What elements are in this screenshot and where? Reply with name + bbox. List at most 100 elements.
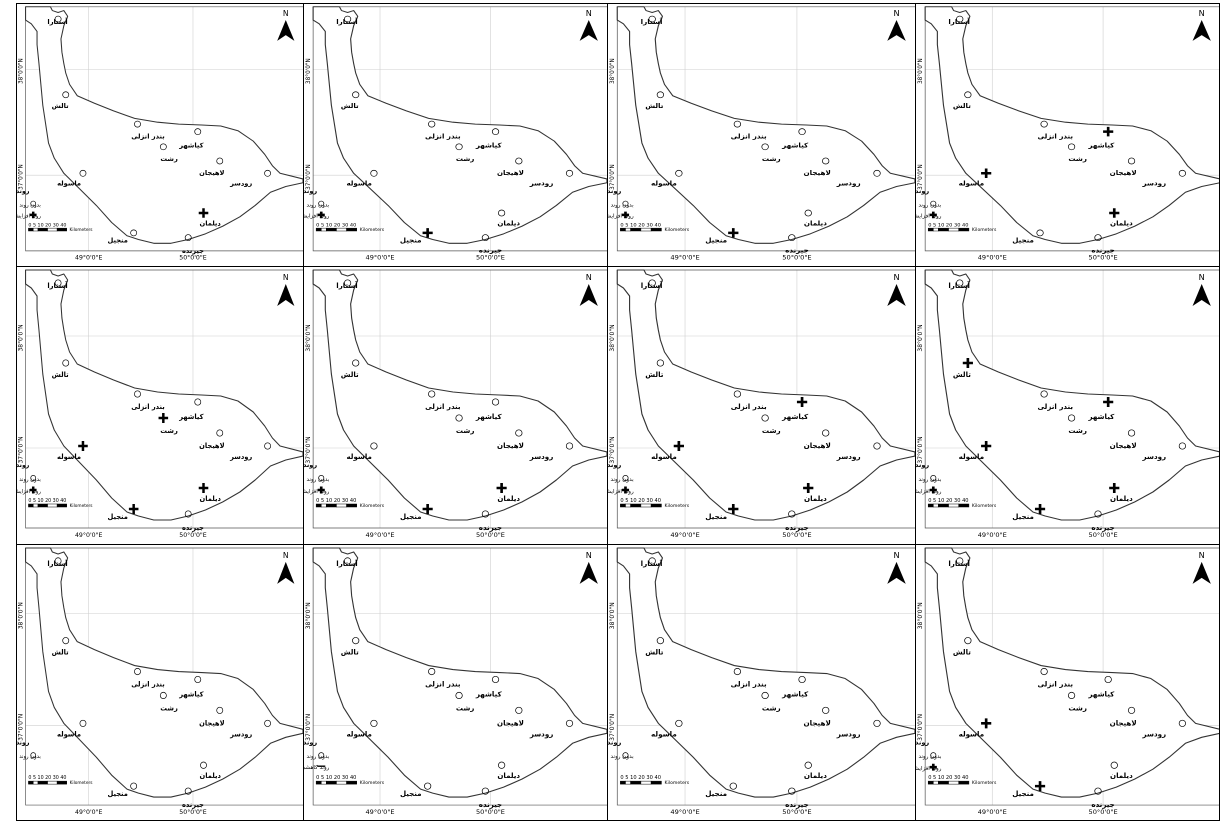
city-manjil: منجیل bbox=[400, 782, 432, 798]
city-label: تالش bbox=[52, 648, 69, 656]
city-manjil: منجیل bbox=[108, 782, 138, 798]
city-masouleh: ماسوله bbox=[959, 168, 992, 188]
no-trend-marker bbox=[54, 557, 62, 565]
no-trend-marker bbox=[873, 169, 881, 177]
no-trend-marker bbox=[130, 229, 138, 237]
city-manjil: منجیل bbox=[705, 504, 739, 521]
city-label: منجیل bbox=[400, 512, 422, 521]
north-label: N bbox=[893, 550, 899, 560]
city-label: بندر انزلی bbox=[731, 133, 767, 141]
no-trend-marker bbox=[200, 761, 207, 769]
city-label: جیرنده bbox=[479, 800, 502, 809]
map-frame bbox=[25, 269, 303, 529]
scale-unit: Kilometers bbox=[972, 780, 997, 786]
no-trend-marker bbox=[370, 169, 378, 177]
north-arrow-icon: N bbox=[579, 9, 598, 41]
north-label: N bbox=[586, 273, 592, 282]
no-trend-marker bbox=[1127, 706, 1136, 714]
lon-label-49: 49°0'0"E bbox=[366, 254, 395, 262]
north-label: N bbox=[893, 272, 899, 282]
no-trend-marker bbox=[62, 91, 70, 99]
lon-label-49: 49°0'0"E bbox=[978, 808, 1007, 816]
no-trend-marker bbox=[54, 15, 62, 23]
lon-label-49: 49°0'0"E bbox=[366, 531, 395, 539]
city-rasht: رشت bbox=[1067, 691, 1087, 712]
province-boundary bbox=[924, 547, 1220, 798]
increasing-trend-marker bbox=[158, 413, 169, 423]
lat-label-38: 38°0'0"N bbox=[608, 324, 616, 351]
increasing-trend-marker bbox=[198, 483, 209, 493]
city-anzali: بندر انزلی bbox=[425, 668, 461, 688]
north-label: N bbox=[893, 10, 899, 19]
legend-circle-icon bbox=[318, 200, 325, 207]
no-trend-marker bbox=[1127, 429, 1136, 437]
city-roudsar: رودسر bbox=[836, 169, 881, 188]
city-label: بندر انزلی bbox=[1037, 680, 1073, 689]
scale-unit: Kilometers bbox=[70, 503, 94, 509]
city-label: آستارا bbox=[641, 558, 663, 568]
city-astara: آستارا bbox=[47, 557, 68, 568]
city-label: آستارا bbox=[47, 17, 68, 26]
scale-numbers: 0 5 10 20 30 40 bbox=[28, 498, 66, 504]
legend: روند تغییرات جولای بدون روند روند افزایشی bbox=[303, 461, 330, 495]
no-trend-marker bbox=[761, 143, 769, 151]
scale-bar: 0 5 10 20 30 40 Kilometers bbox=[315, 498, 385, 509]
no-trend-marker bbox=[481, 234, 489, 241]
no-trend-marker bbox=[352, 91, 360, 99]
city-manjil: منجیل bbox=[1012, 781, 1046, 798]
city-label: دیلمان bbox=[200, 219, 222, 227]
map-svg: 38°0'0"N 37°0'0"N 49°0'0"E 50°0'0"E N آستارا ت… bbox=[607, 269, 915, 539]
legend-title: روند تغییرات نوامبر bbox=[303, 738, 317, 746]
no-trend-marker bbox=[788, 234, 796, 241]
city-roudsar: رودسر bbox=[1142, 442, 1186, 461]
grid-divider-v bbox=[16, 3, 17, 821]
lon-label-49: 49°0'0"E bbox=[670, 808, 699, 816]
city-jirandeh: جیرنده bbox=[479, 510, 502, 532]
legend: روند تغییرات دسامبر بدون روند bbox=[16, 739, 41, 760]
legend-no-trend: بدون روند bbox=[919, 754, 942, 760]
legend-no-trend: بدون روند bbox=[19, 202, 41, 208]
map-panel: 38°0'0"N 37°0'0"N 49°0'0"E 50°0'0"E N آستارا ت… bbox=[303, 544, 607, 821]
city-deylaman: دیلمان bbox=[804, 209, 827, 227]
city-rasht: رشت bbox=[761, 414, 781, 435]
no-trend-marker bbox=[648, 15, 656, 23]
legend: روند تغییرات ژوئن بدون روند روند افزایشی bbox=[607, 461, 634, 495]
city-masouleh: ماسوله bbox=[651, 719, 683, 738]
map-frame bbox=[924, 269, 1220, 529]
city-jirandeh: جیرنده bbox=[479, 787, 502, 809]
lat-labels: 38°0'0"N 37°0'0"N bbox=[608, 324, 616, 463]
city-label: رشت bbox=[160, 155, 178, 163]
city-astara: آستارا bbox=[641, 557, 663, 568]
lat-labels: 38°0'0"N 37°0'0"N bbox=[916, 324, 924, 463]
legend-circle-icon bbox=[930, 200, 937, 207]
city-deylaman: دیلمان bbox=[497, 761, 520, 780]
city-rasht: رشت bbox=[1067, 143, 1087, 163]
map-frame bbox=[312, 547, 607, 806]
city-label: تالش bbox=[645, 648, 664, 657]
city-label: لاهیجان bbox=[1110, 169, 1137, 177]
map-frame bbox=[616, 6, 915, 252]
legend-title: روند تغییرات مارس bbox=[303, 187, 318, 195]
no-trend-marker bbox=[1094, 787, 1102, 795]
grid-divider-h bbox=[16, 820, 1220, 821]
city-manjil: منجیل bbox=[1012, 504, 1046, 521]
city-deylaman: دیلمان bbox=[1110, 761, 1133, 780]
lon-label-50: 50°0'0"E bbox=[476, 808, 505, 816]
city-anzali: بندر انزلی bbox=[131, 668, 165, 689]
city-roudsar: رودسر bbox=[529, 719, 574, 738]
scale-unit: Kilometers bbox=[360, 780, 385, 786]
city-jirandeh: جیرنده bbox=[785, 510, 809, 532]
map-svg: 38°0'0"N 37°0'0"N 49°0'0"E 50°0'0"E N آستارا ت… bbox=[915, 6, 1220, 261]
city-astara: آستارا bbox=[47, 15, 68, 26]
legend-cross-icon bbox=[621, 486, 630, 494]
scale-numbers: 0 5 10 20 30 40 bbox=[620, 775, 661, 781]
city-label: لاهیجان bbox=[497, 441, 524, 450]
scale-unit: Kilometers bbox=[664, 227, 689, 233]
increasing-trend-marker bbox=[198, 208, 209, 218]
map-svg: 38°0'0"N 37°0'0"N 49°0'0"E 50°0'0"E N آستارا ت… bbox=[16, 269, 303, 539]
lat-labels: 38°0'0"N 37°0'0"N bbox=[916, 602, 924, 741]
legend-cross-icon bbox=[929, 486, 937, 494]
city-label: رشت bbox=[762, 704, 781, 713]
city-label: جیرنده bbox=[1091, 247, 1114, 255]
province-boundary bbox=[924, 269, 1220, 521]
